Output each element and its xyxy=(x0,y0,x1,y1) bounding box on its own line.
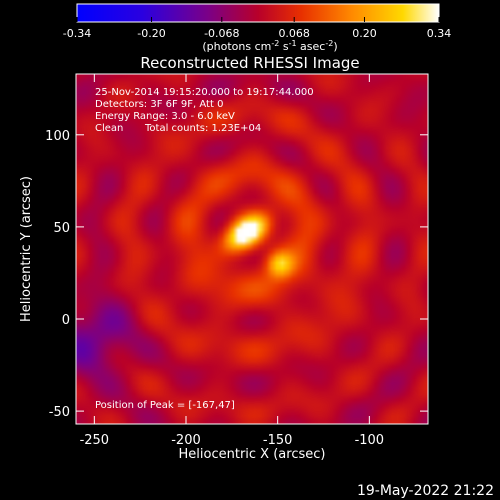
y-tick-label: 50 xyxy=(53,221,70,236)
y-axis-label: Heliocentric Y (arcsec) xyxy=(19,176,34,322)
colorbar-units: (photons cm-2 s-1 asec-2) xyxy=(202,39,337,53)
annotation-detectors: Detectors: 3F 6F 9F, Att 0 xyxy=(95,99,223,110)
annotation-peak: Position of Peak = [-167,47] xyxy=(95,400,235,411)
colorbar-tick-label: 0.068 xyxy=(278,27,310,40)
heatmap-image xyxy=(76,74,428,424)
annotation-clean: Clean xyxy=(95,123,123,134)
footer-timestamp: 19-May-2022 21:22 xyxy=(357,483,494,499)
annotation-time-range: 25-Nov-2014 19:15:20.000 to 19:17:44.000 xyxy=(95,87,314,98)
colorbar: -0.34 -0.20 -0.068 0.068 0.20 0.34 (photons c… xyxy=(63,3,451,53)
y-tick-label: 100 xyxy=(45,129,70,144)
colorbar-tick-label: -0.34 xyxy=(63,27,91,40)
annotation-energy: Energy Range: 3.0 - 6.0 keV xyxy=(95,111,235,122)
y-tick-label: 0 xyxy=(62,313,70,328)
colorbar-gradient xyxy=(76,3,440,23)
colorbar-tick-label: -0.20 xyxy=(137,27,165,40)
plot-frame xyxy=(75,73,429,425)
x-tick-label: -100 xyxy=(355,433,385,448)
colorbar-tick-label: 0.20 xyxy=(352,27,377,40)
plot-annotations: 25-Nov-2014 19:15:20.000 to 19:17:44.000… xyxy=(95,87,314,411)
annotation-counts: Total counts: 1.23E+04 xyxy=(144,123,261,134)
y-axis-ticks: -50 0 50 100 xyxy=(45,129,428,420)
x-axis-ticks: -250 -200 -150 -100 xyxy=(80,74,385,448)
colorbar-ticks: -0.34 -0.20 -0.068 0.068 0.20 0.34 xyxy=(63,17,451,40)
colorbar-tick-label: -0.068 xyxy=(204,27,239,40)
y-tick-label: -50 xyxy=(49,405,70,420)
image-plot-area: 25-Nov-2014 19:15:20.000 to 19:17:44.000… xyxy=(45,73,429,448)
colorbar-tick-label: 0.34 xyxy=(427,27,452,40)
x-tick-label: -250 xyxy=(80,433,110,448)
x-tick-label: -150 xyxy=(263,433,293,448)
chart-title: Reconstructed RHESSI Image xyxy=(140,54,359,72)
x-axis-label: Heliocentric X (arcsec) xyxy=(179,447,326,462)
x-tick-label: -200 xyxy=(171,433,201,448)
